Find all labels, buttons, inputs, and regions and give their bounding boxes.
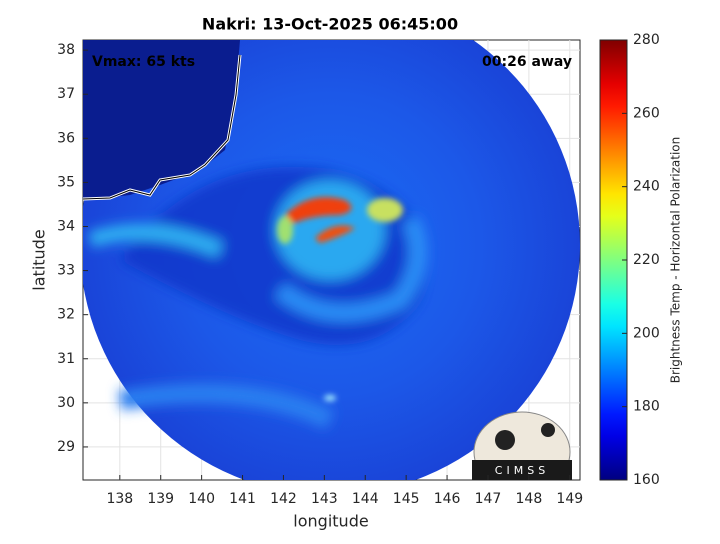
x-tick-label: 145 (393, 491, 420, 507)
annotation: Vmax: 65 kts (92, 54, 195, 70)
y-tick-label: 35 (57, 174, 75, 190)
colorbar-tick-label: 260 (633, 105, 660, 121)
colorbar-tick-label: 280 (633, 32, 660, 48)
logo-text: CIMSS (495, 464, 549, 477)
y-axis-label: latitude (30, 229, 49, 290)
satellite-image: CIMSS (83, 40, 580, 480)
y-tick-label: 37 (57, 86, 75, 102)
colorbar-tick-label: 200 (633, 325, 660, 341)
colorbar-label: Brightness Temp - Horizontal Polarizatio… (669, 137, 683, 384)
y-tick-label: 30 (57, 395, 75, 411)
x-tick-label: 148 (516, 491, 543, 507)
logo: CIMSS (472, 411, 572, 480)
y-tick-label: 33 (57, 263, 75, 279)
x-tick-label: 149 (556, 491, 583, 507)
x-tick-label: 146 (434, 491, 461, 507)
x-tick-label: 141 (229, 491, 256, 507)
x-tick-label: 147 (475, 491, 502, 507)
x-tick-label: 139 (147, 491, 174, 507)
y-tick-label: 34 (57, 218, 75, 234)
colorbar-tick-label: 160 (633, 472, 660, 488)
x-tick-label: 140 (188, 491, 215, 507)
y-tick-label: 29 (57, 439, 75, 455)
colorbar-tick-label: 240 (633, 179, 660, 195)
x-tick-label: 143 (311, 491, 338, 507)
y-tick-label: 36 (57, 130, 75, 146)
x-tick-label: 138 (106, 491, 133, 507)
x-tick-label: 142 (270, 491, 297, 507)
y-tick-label: 38 (57, 42, 75, 58)
y-tick-label: 32 (57, 307, 75, 323)
annotation: 00:26 away (482, 54, 572, 70)
chart-title: Nakri: 13-Oct-2025 06:45:00 (202, 15, 458, 34)
colorbar-tick-label: 180 (633, 399, 660, 415)
colorbar-tick-label: 220 (633, 252, 660, 268)
x-axis-label: longitude (293, 512, 368, 531)
y-tick-label: 31 (57, 351, 75, 367)
x-tick-label: 144 (352, 491, 379, 507)
